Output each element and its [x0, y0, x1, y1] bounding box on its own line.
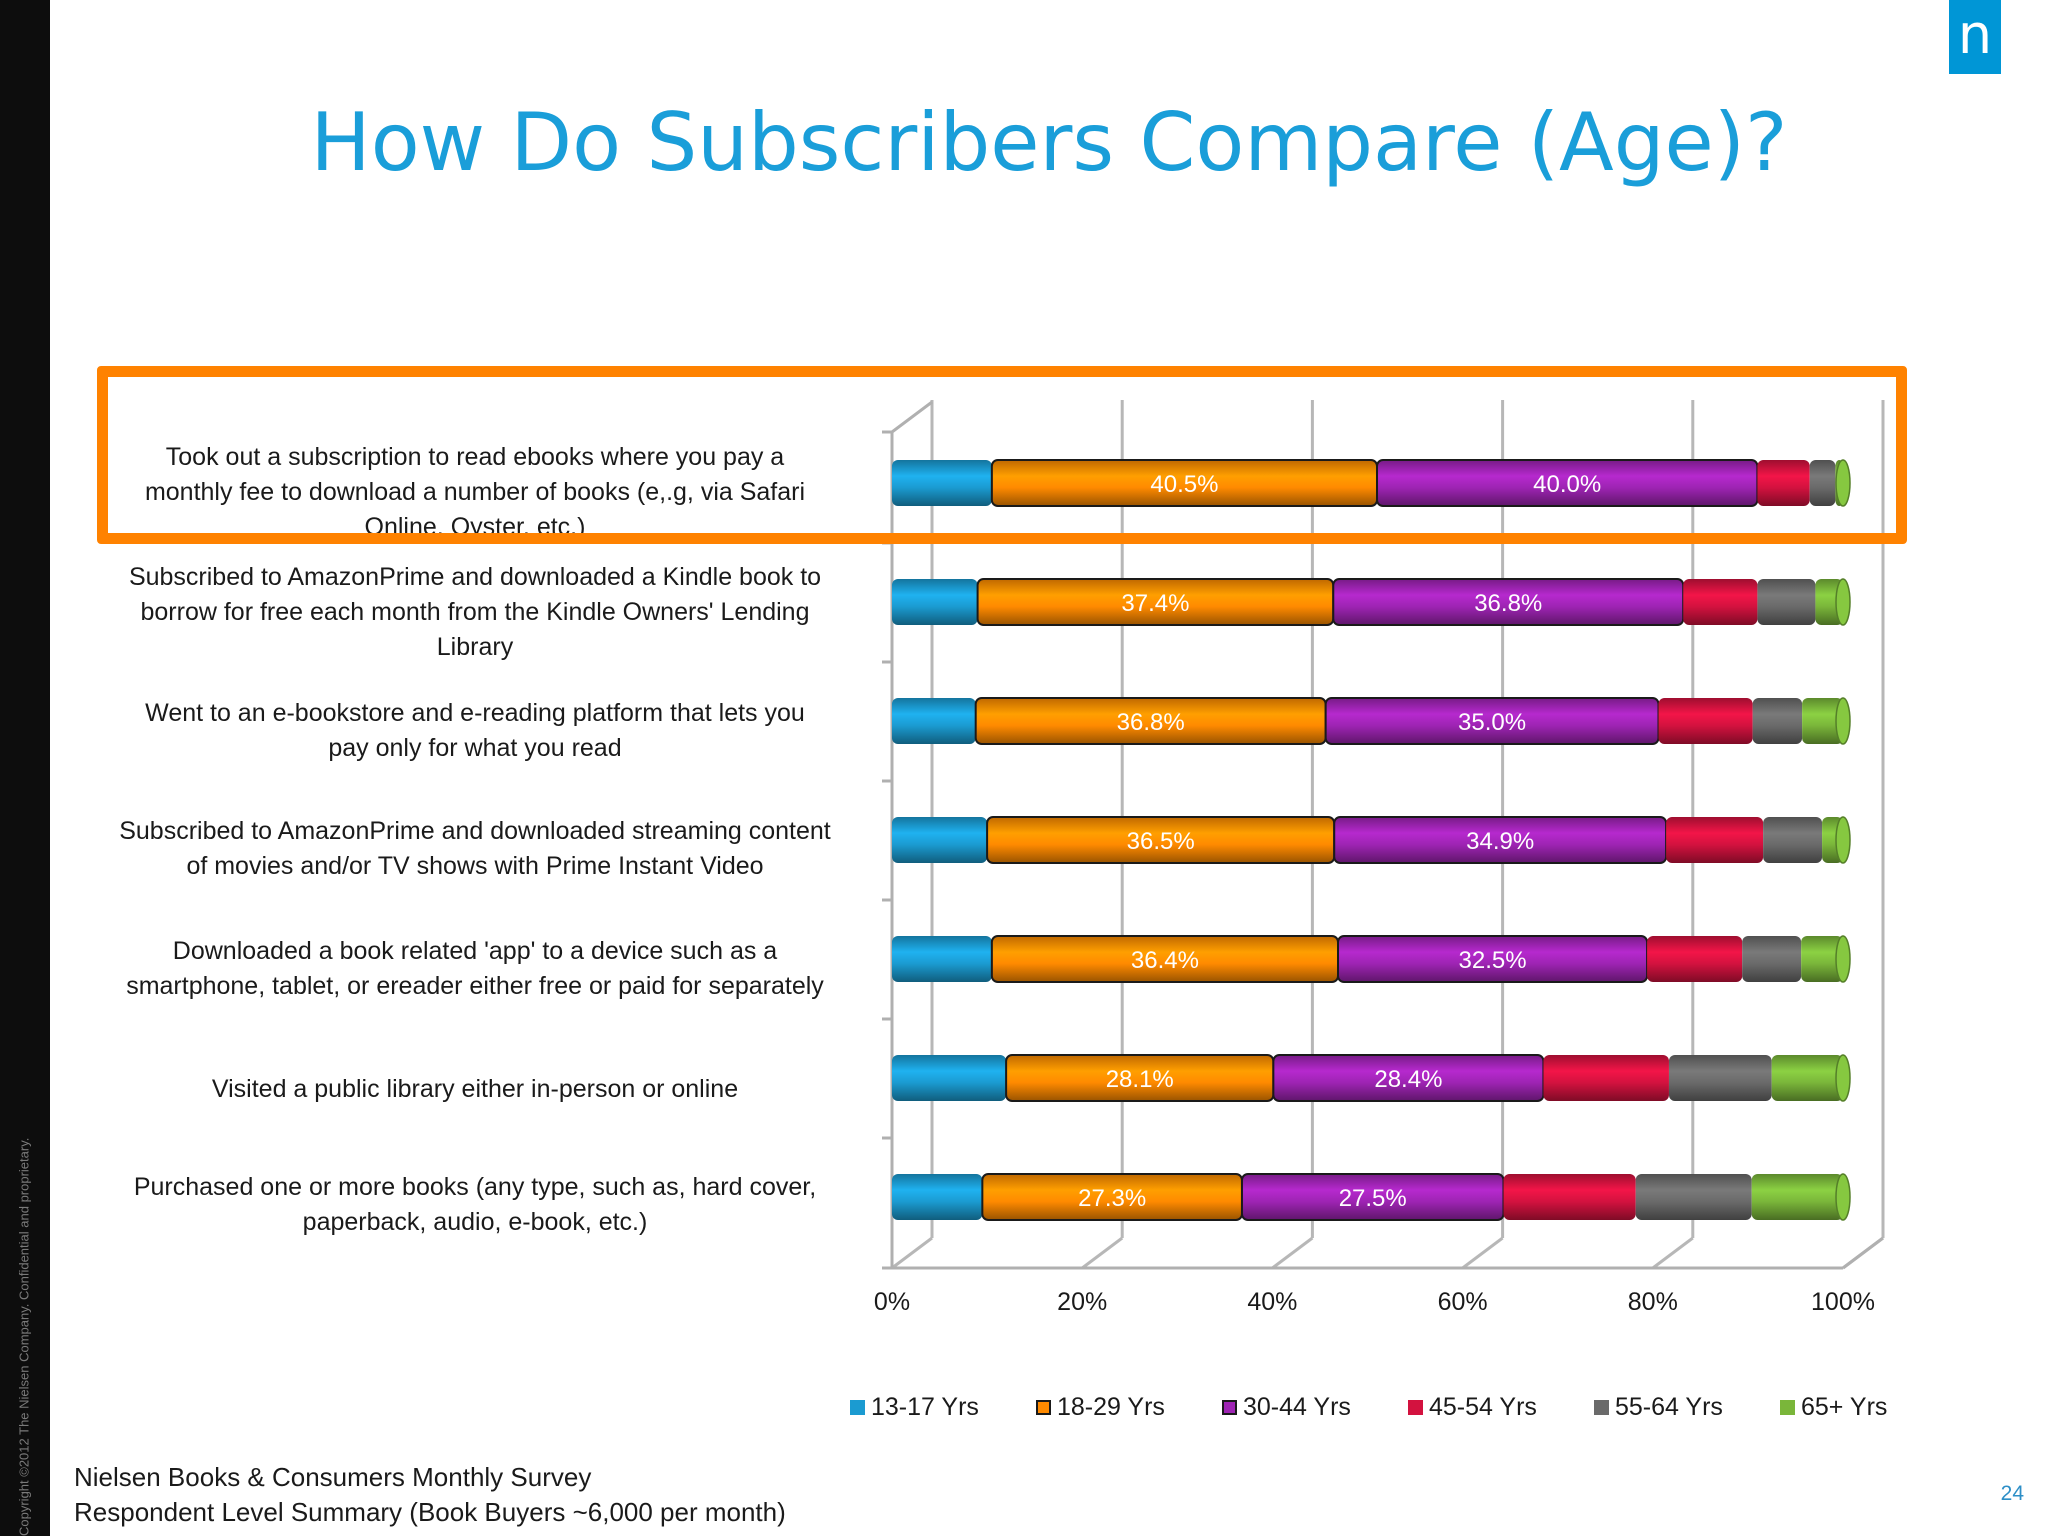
- bar-segment: [1543, 1055, 1669, 1101]
- x-axis-end: [1842, 1236, 1884, 1270]
- nielsen-logo: n: [1949, 0, 2001, 74]
- category-label: Went to an e-bookstore and e-reading pla…: [145, 699, 805, 762]
- bar-end-cap: [1835, 459, 1851, 507]
- data-label: 36.8%: [1474, 590, 1542, 617]
- bar-end-cap: [1835, 935, 1851, 983]
- bar-segment: [1757, 579, 1816, 625]
- legend-item: 13-17 Yrs: [850, 1393, 1036, 1422]
- bar-segment: [1683, 579, 1758, 625]
- bar-end-cap: [1835, 697, 1851, 745]
- legend-item: 45-54 Yrs: [1408, 1393, 1594, 1422]
- bar-end-cap: [1835, 1173, 1851, 1221]
- category-label: Subscribed to AmazonPrime and downloaded…: [119, 817, 831, 880]
- data-label: 37.4%: [1121, 590, 1189, 617]
- bar-segment: [892, 460, 992, 506]
- bar-end-cap: [1835, 816, 1851, 864]
- bar-segment: [1272, 1054, 1545, 1102]
- legend-item: 55-64 Yrs: [1594, 1393, 1780, 1422]
- bar-segment: [1647, 936, 1743, 982]
- gridline-floor: [891, 1236, 933, 1270]
- gridline-floor: [1081, 1236, 1124, 1270]
- gridline-floor: [1461, 1236, 1504, 1270]
- legend-item: 65+ Yrs: [1780, 1393, 1966, 1422]
- bar-segment: [892, 817, 988, 863]
- gridline-floor: [1271, 1236, 1314, 1270]
- bar-segment: [1666, 817, 1764, 863]
- legend-item: 30-44 Yrs: [1222, 1393, 1408, 1422]
- data-label: 34.9%: [1466, 828, 1534, 855]
- legend-item: 18-29 Yrs: [1036, 1393, 1222, 1422]
- chart-legend: 13-17 Yrs 18-29 Yrs 30-44 Yrs 45-54 Yrs 55-6…: [850, 1393, 1966, 1422]
- data-label: 27.5%: [1339, 1185, 1407, 1212]
- legend-swatch: [1780, 1400, 1795, 1415]
- x-tick-label: 100%: [1811, 1288, 1875, 1316]
- data-label: 27.3%: [1078, 1185, 1146, 1212]
- data-label: 36.4%: [1131, 947, 1199, 974]
- legend-label: 45-54 Yrs: [1429, 1393, 1537, 1421]
- x-tick-label: 0%: [874, 1288, 910, 1316]
- bar-end-cap: [1835, 578, 1851, 626]
- x-tick-label: 20%: [1057, 1288, 1107, 1316]
- bar-segment: [1635, 1174, 1752, 1220]
- bar-segment: [1668, 1055, 1772, 1101]
- bar-segment: [1757, 460, 1810, 506]
- data-label: 36.8%: [1117, 709, 1185, 736]
- footer-line-1: Nielsen Books & Consumers Monthly Survey: [74, 1462, 592, 1492]
- x-tick-label: 60%: [1438, 1288, 1488, 1316]
- x-tick-labels: 0% 20% 40% 60% 80% 100%: [874, 1288, 1875, 1316]
- side-strip: [0, 0, 50, 1536]
- legend-label: 18-29 Yrs: [1057, 1393, 1165, 1421]
- category-label: Subscribed to AmazonPrime and downloaded…: [128, 563, 822, 661]
- legend-swatch: [1036, 1400, 1051, 1415]
- data-label: 32.5%: [1459, 947, 1527, 974]
- legend-swatch: [1222, 1400, 1237, 1415]
- x-tick-label: 40%: [1247, 1288, 1297, 1316]
- page-title: How Do Subscribers Compare (Age)?: [310, 96, 1788, 189]
- bar-segment: [1809, 460, 1836, 506]
- gridline-floor: [1651, 1236, 1694, 1270]
- bar-segment: [1763, 817, 1823, 863]
- bar-segment: [1802, 698, 1843, 744]
- category-label: Purchased one or more books (any type, s…: [133, 1173, 817, 1236]
- bar-segment: [1752, 698, 1803, 744]
- legend-label: 65+ Yrs: [1801, 1393, 1888, 1421]
- bar-segment: [892, 698, 976, 744]
- data-label: 28.4%: [1374, 1066, 1442, 1093]
- legend-label: 55-64 Yrs: [1615, 1393, 1723, 1421]
- bar-segment: [1751, 1174, 1843, 1220]
- bar-segment: [892, 1055, 1007, 1101]
- bar-segment: [1801, 936, 1843, 982]
- bar-segment: [1771, 1055, 1843, 1101]
- bar-segment: [1742, 936, 1802, 982]
- data-label: 40.5%: [1150, 471, 1218, 498]
- data-label: 35.0%: [1458, 709, 1526, 736]
- bars: 40.5% 40.0% 37.4% 36.8% 36.8% 35.0% 36.5% 34.9%…: [892, 459, 1851, 1221]
- stacked-bar-chart: 40.5% 40.0% 37.4% 36.8% 36.8% 35.0% 36.5% 34.9%…: [874, 400, 1885, 1316]
- data-label: 40.0%: [1533, 471, 1601, 498]
- bar-segment: [892, 579, 978, 625]
- page-number: 24: [2000, 1482, 2024, 1505]
- legend-label: 30-44 Yrs: [1243, 1393, 1351, 1421]
- bar-segment: [892, 1174, 983, 1220]
- x-tick-label: 80%: [1628, 1288, 1678, 1316]
- footer-source: Nielsen Books & Consumers Monthly Survey…: [74, 1460, 786, 1530]
- bar-end-cap: [1835, 1054, 1851, 1102]
- legend-swatch: [1594, 1400, 1609, 1415]
- category-label: Downloaded a book related 'app' to a dev…: [126, 937, 824, 1000]
- bar-segment: [892, 936, 992, 982]
- bar-segment: [1503, 1174, 1636, 1220]
- data-label: 36.5%: [1127, 828, 1195, 855]
- legend-swatch: [850, 1400, 865, 1415]
- bar-segment: [1658, 698, 1753, 744]
- y-axis-top: [891, 400, 933, 434]
- legend-label: 13-17 Yrs: [871, 1393, 979, 1421]
- legend-swatch: [1408, 1400, 1423, 1415]
- highlight-box: [97, 366, 1907, 544]
- bar-segment: [1815, 579, 1843, 625]
- category-label: Visited a public library either in-perso…: [211, 1075, 739, 1103]
- footer-line-2: Respondent Level Summary (Book Buyers ~6…: [74, 1497, 786, 1527]
- data-label: 28.1%: [1106, 1066, 1174, 1093]
